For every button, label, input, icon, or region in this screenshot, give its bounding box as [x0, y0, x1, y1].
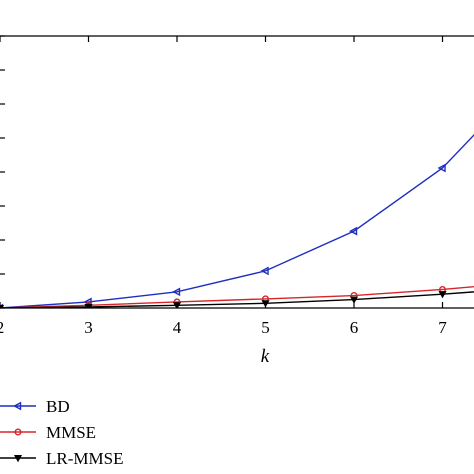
x-tick-label: 3 [84, 318, 93, 337]
data-point [437, 163, 446, 173]
data-point [438, 291, 447, 299]
x-tick-label: 2 [0, 318, 4, 337]
series-bd [0, 133, 474, 308]
data-point [14, 428, 22, 436]
legend: BD MMSE LR-MMSE [0, 397, 123, 468]
data-point [261, 300, 270, 308]
x-tick-labels: 2 3 4 5 6 7 [0, 318, 447, 337]
x-tick-label: 6 [350, 318, 359, 337]
data-point [0, 305, 5, 308]
data-point [172, 287, 181, 297]
legend-label: MMSE [46, 423, 96, 442]
series-line [0, 291, 474, 308]
x-tick-label: 5 [261, 318, 270, 337]
legend-item-lr-mmse: LR-MMSE [0, 449, 123, 468]
x-axis-label: k [261, 346, 270, 367]
data-point [13, 455, 23, 463]
x-tick-label: 7 [438, 318, 447, 337]
data-point [172, 302, 182, 308]
data-point [349, 226, 358, 236]
data-point [83, 297, 92, 307]
data-point [84, 303, 93, 308]
data-point [260, 266, 269, 276]
legend-item-mmse: MMSE [0, 423, 96, 442]
x-tick-label: 4 [173, 318, 182, 337]
series-lr-mmse [0, 291, 474, 308]
axes [0, 35, 474, 309]
data-point [13, 401, 22, 411]
legend-item-bd: BD [0, 397, 70, 416]
series-line [0, 133, 474, 308]
legend-label: LR-MMSE [46, 449, 123, 468]
series-mmse [0, 285, 474, 308]
legend-label: BD [46, 397, 70, 416]
data-point [349, 296, 359, 304]
series-layer [0, 133, 474, 308]
